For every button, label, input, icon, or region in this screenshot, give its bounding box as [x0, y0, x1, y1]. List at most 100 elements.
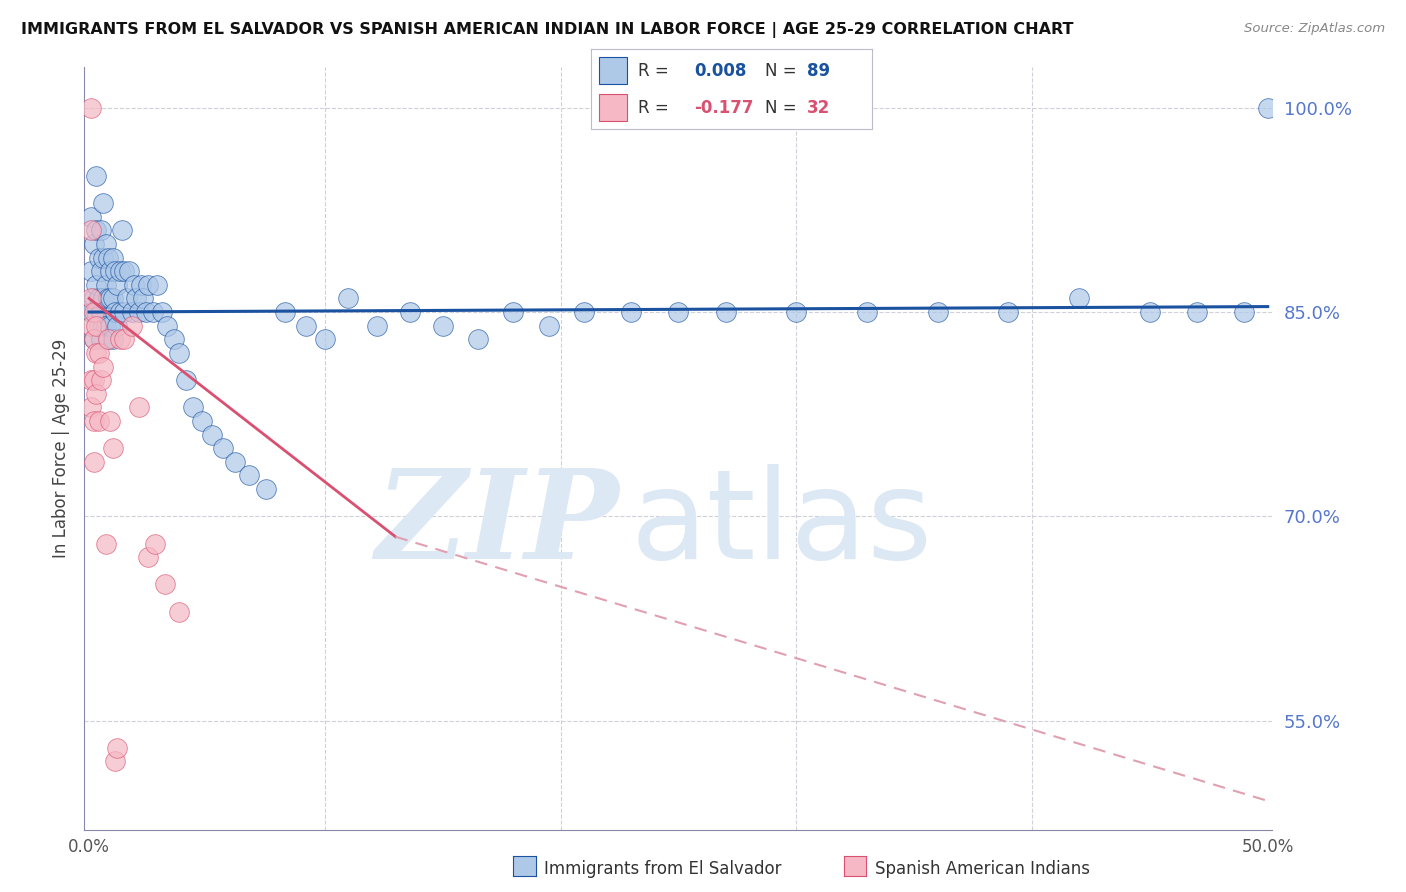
Point [94, 536, 117, 550]
Point [115, 292, 138, 306]
Text: 89: 89 [807, 62, 830, 79]
Point [97, 332, 120, 346]
Point [83, 332, 105, 346]
Point [108, 332, 131, 346]
Point [668, 305, 690, 319]
Point [80, 401, 103, 415]
Point [366, 318, 388, 333]
Point [114, 305, 136, 319]
Point [128, 401, 150, 415]
Point [83, 236, 105, 251]
Point [84, 169, 107, 183]
Point [105, 740, 128, 755]
Point [84, 305, 107, 319]
Point [997, 305, 1019, 319]
Point [1257, 101, 1279, 115]
Point [104, 305, 127, 319]
Point [90, 332, 112, 346]
Point [1185, 305, 1208, 319]
Point [80, 223, 103, 237]
Point [90, 373, 112, 387]
Point [136, 550, 159, 565]
Point [785, 305, 807, 319]
Point [98, 264, 121, 278]
Point [104, 755, 127, 769]
Point [98, 292, 121, 306]
Point [121, 305, 143, 319]
Point [114, 332, 136, 346]
Point [94, 318, 117, 333]
Point [98, 318, 121, 333]
Point [80, 292, 103, 306]
Point [108, 305, 131, 319]
Point [398, 305, 420, 319]
Point [191, 414, 214, 428]
Point [83, 305, 105, 319]
Point [163, 332, 186, 346]
Point [118, 264, 141, 278]
Point [87, 414, 110, 428]
Point [537, 318, 560, 333]
Point [87, 318, 110, 333]
Point [101, 292, 124, 306]
Text: Spanish American Indians: Spanish American Indians [875, 860, 1090, 878]
Point [87, 292, 110, 306]
Point [125, 292, 148, 306]
Point [101, 332, 124, 346]
FancyBboxPatch shape [599, 94, 627, 121]
Point [212, 442, 235, 455]
Point [502, 305, 524, 319]
Point [101, 251, 124, 265]
Point [91, 251, 114, 265]
Point [80, 101, 103, 115]
Text: IMMIGRANTS FROM EL SALVADOR VS SPANISH AMERICAN INDIAN IN LABOR FORCE | AGE 25-2: IMMIGRANTS FROM EL SALVADOR VS SPANISH A… [21, 22, 1074, 38]
Point [1069, 292, 1091, 306]
Point [87, 346, 110, 360]
Point [90, 305, 112, 319]
Point [467, 332, 489, 346]
Point [150, 305, 173, 319]
Point [142, 305, 165, 319]
Text: R =: R = [638, 62, 669, 79]
Point [91, 196, 114, 211]
Point [80, 210, 103, 224]
Point [620, 305, 643, 319]
Point [94, 277, 117, 292]
Point [167, 346, 190, 360]
Y-axis label: In Labor Force | Age 25-29: In Labor Force | Age 25-29 [52, 339, 70, 558]
Point [153, 577, 176, 591]
Point [97, 332, 120, 346]
Point [111, 223, 134, 237]
Point [274, 305, 297, 319]
Point [1139, 305, 1161, 319]
Point [80, 305, 103, 319]
Text: Immigrants from El Salvador: Immigrants from El Salvador [544, 860, 782, 878]
Point [90, 223, 112, 237]
Text: atlas: atlas [631, 464, 934, 585]
Point [314, 332, 336, 346]
Point [91, 359, 114, 374]
Point [105, 318, 128, 333]
Point [97, 292, 120, 306]
Point [146, 277, 169, 292]
Point [84, 277, 107, 292]
Text: -0.177: -0.177 [695, 99, 754, 117]
Point [80, 264, 103, 278]
Point [84, 346, 107, 360]
Point [132, 292, 155, 306]
Point [104, 264, 127, 278]
Point [84, 223, 107, 237]
Point [91, 318, 114, 333]
Point [83, 414, 105, 428]
Point [337, 292, 360, 306]
Point [101, 442, 124, 455]
Point [83, 292, 105, 306]
Point [98, 414, 121, 428]
Point [84, 386, 107, 401]
Point [135, 305, 157, 319]
Point [121, 318, 143, 333]
Point [129, 277, 152, 292]
Point [91, 292, 114, 306]
Point [167, 605, 190, 619]
Text: Source: ZipAtlas.com: Source: ZipAtlas.com [1244, 22, 1385, 36]
